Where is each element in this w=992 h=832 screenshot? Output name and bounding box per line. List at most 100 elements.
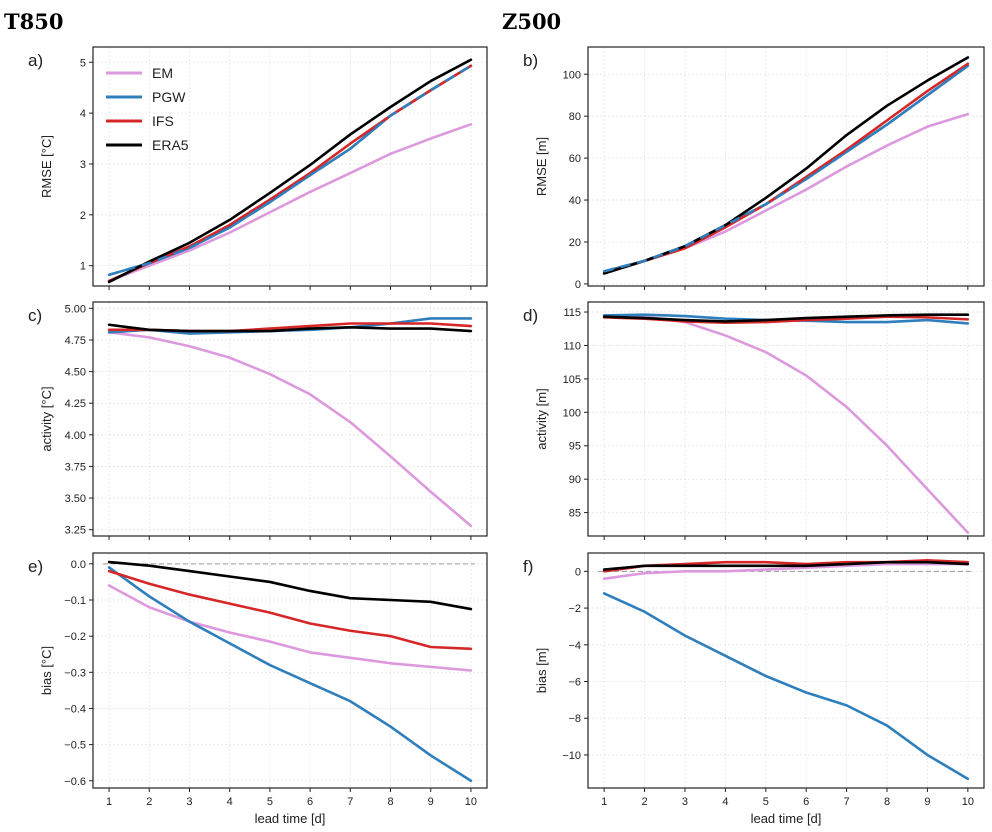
x-tick-label: 8 — [884, 796, 890, 808]
y-axis-label: activity [°C] — [39, 386, 54, 451]
header-t850: T850 — [4, 9, 63, 34]
y-tick-label: 105 — [563, 374, 581, 386]
series-line-pgw — [107, 566, 473, 783]
y-tick-label: 90 — [569, 474, 581, 486]
y-axis-label: bias [°C] — [39, 646, 54, 695]
y-tick-label: −10 — [562, 750, 581, 762]
x-tick-label: 3 — [682, 796, 688, 808]
series-line-em — [107, 584, 473, 672]
panel-label: a) — [28, 51, 43, 70]
legend: EM PGW IFS ERA5 — [106, 65, 189, 153]
panel-e: 0.0 −0.1 −0.2 −0.3 −0.4 −0.5 −0.6 1 2 3 4 5 6 7 8 9 10 e)… — [28, 552, 488, 826]
axes-frame — [587, 301, 985, 537]
x-tick-label: 4 — [227, 796, 233, 808]
y-axis-label: RMSE [°C] — [39, 135, 54, 198]
x-tick-label: 1 — [106, 796, 112, 808]
series-line-em — [602, 314, 970, 534]
y-tick-label: 5 — [80, 57, 86, 69]
legend-label-em: EM — [152, 65, 173, 81]
panel-label: f) — [523, 557, 533, 576]
y-tick-label: 40 — [569, 195, 581, 207]
axes-frame — [92, 301, 488, 537]
y-tick-label: 100 — [563, 69, 581, 81]
axes-frame — [92, 552, 488, 789]
x-tick-label: 5 — [267, 796, 273, 808]
series-line-em — [602, 562, 970, 581]
series-line-era5 — [602, 56, 970, 275]
series-line-pgw — [602, 64, 970, 273]
series-line-em — [107, 331, 473, 528]
axes-frame — [92, 46, 488, 287]
y-tick-label: 4.75 — [65, 335, 86, 347]
y-tick-label: −8 — [568, 713, 581, 725]
axes-frame — [587, 552, 985, 789]
axes-frame — [587, 46, 985, 287]
x-tick-label: 7 — [844, 796, 850, 808]
series-line-era5 — [107, 323, 473, 333]
y-tick-label: 4.25 — [65, 398, 86, 410]
x-tick-label: 9 — [924, 796, 930, 808]
y-tick-label: 115 — [563, 307, 581, 319]
series-line-pgw — [602, 592, 970, 781]
legend-label-pgw: PGW — [152, 89, 186, 105]
y-tick-label: 2 — [80, 210, 86, 222]
y-axis-label: RMSE [m] — [534, 137, 549, 196]
y-tick-label: 0.0 — [71, 559, 86, 571]
y-tick-label: 3 — [80, 159, 86, 171]
series-line-ifs — [107, 569, 473, 651]
panel-a: 1 2 3 4 5 a) RMSE [°C] — [28, 46, 488, 290]
y-tick-label: 3.50 — [65, 493, 86, 505]
x-tick-label: 2 — [642, 796, 648, 808]
panel-label: e) — [28, 557, 43, 576]
legend-label-ifs: IFS — [152, 113, 174, 129]
y-tick-label: 80 — [569, 111, 581, 123]
y-tick-label: 4.00 — [65, 430, 86, 442]
legend-label-era5: ERA5 — [152, 137, 189, 153]
y-axis-label: bias [m] — [534, 648, 549, 694]
x-tick-label: 4 — [722, 796, 728, 808]
y-tick-label: −0.1 — [64, 595, 86, 607]
x-tick-label: 8 — [387, 796, 393, 808]
y-axis-label: activity [m] — [534, 388, 549, 449]
y-tick-label: 0 — [575, 566, 581, 578]
x-tick-label: 5 — [763, 796, 769, 808]
y-tick-label: −0.4 — [64, 703, 86, 715]
y-tick-label: 1 — [80, 261, 86, 273]
x-tick-label: 7 — [347, 796, 353, 808]
y-tick-label: 85 — [569, 508, 581, 520]
x-tick-label: 2 — [146, 796, 152, 808]
y-tick-label: 95 — [569, 441, 581, 453]
series-line-pgw-dashed — [603, 64, 969, 273]
panel-c: 3.25 3.50 3.75 4.00 4.25 4.50 4.75 5.00 c) activi… — [28, 301, 488, 540]
y-tick-label: −0.6 — [64, 776, 86, 788]
y-tick-label: −0.5 — [64, 740, 86, 752]
x-tick-label: 10 — [962, 796, 974, 808]
series-line-em — [107, 122, 473, 283]
series-line-era5 — [107, 560, 473, 611]
y-tick-label: 60 — [569, 153, 581, 165]
y-tick-label: 3.25 — [65, 525, 86, 537]
y-tick-label: −0.2 — [64, 631, 86, 643]
series-line-era5 — [602, 313, 970, 323]
x-tick-label: 3 — [186, 796, 192, 808]
y-tick-label: 0 — [575, 279, 581, 291]
x-tick-label: 9 — [428, 796, 434, 808]
x-axis-label: lead time [d] — [255, 811, 326, 826]
y-tick-label: 20 — [569, 237, 581, 249]
panel-f: 0 −2 −4 −6 −8 −10 1 2 3 4 5 6 7 8 9 10 f) bias [m] lead ti… — [523, 552, 985, 826]
x-tick-label: 10 — [465, 796, 477, 808]
x-axis-label: lead time [d] — [751, 811, 822, 826]
y-tick-label: −0.3 — [64, 667, 86, 679]
watermark-text: @稀土掘金技术社区 — [851, 808, 986, 826]
panel-d: 85 90 95 100 105 110 115 d) activity [m] — [523, 301, 985, 540]
y-tick-label: 4 — [80, 108, 86, 120]
y-tick-label: 4.50 — [65, 367, 86, 379]
y-tick-label: −6 — [568, 677, 581, 689]
series-line-era5 — [107, 58, 473, 284]
y-tick-label: 110 — [563, 340, 581, 352]
series-line-em — [602, 112, 970, 275]
y-tick-label: −2 — [568, 603, 581, 615]
series-line-era5 — [602, 560, 970, 571]
y-tick-label: −4 — [568, 640, 581, 652]
